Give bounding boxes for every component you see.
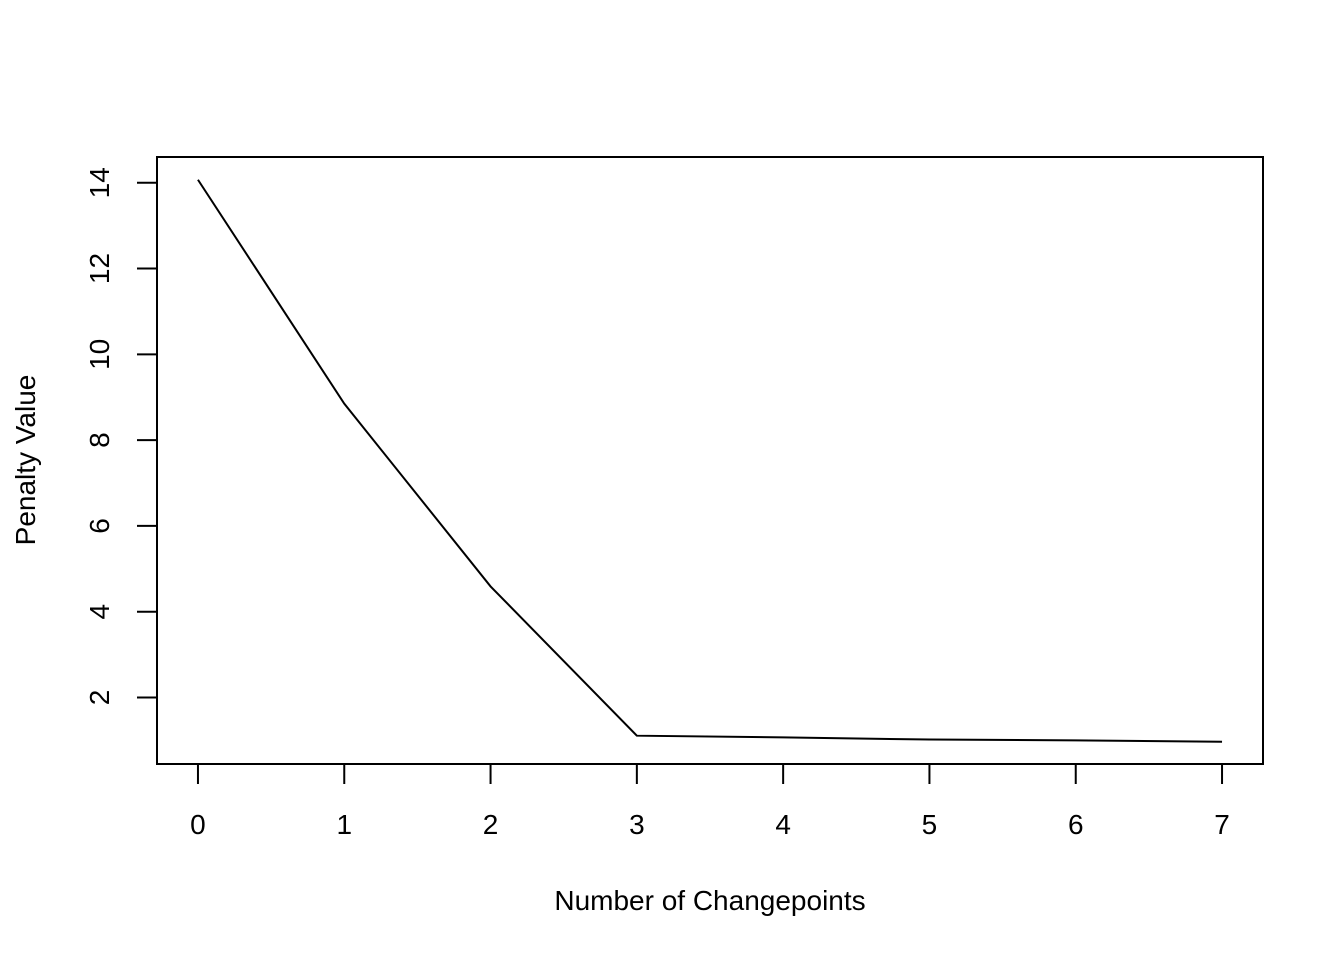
y-tick-label: 10 [84, 339, 115, 370]
y-tick-label: 12 [84, 253, 115, 284]
plot-box [156, 156, 1264, 765]
line [197, 179, 1223, 743]
y-tick-label: 14 [84, 167, 115, 198]
y-tick-label: 2 [84, 690, 115, 706]
y-axis-label: Penalty Value [10, 375, 41, 546]
x-tick-label: 0 [190, 809, 206, 840]
y-tick-label: 4 [84, 604, 115, 620]
y-tick-label: 8 [84, 432, 115, 448]
x-tick-label: 7 [1214, 809, 1230, 840]
x-tick-label: 5 [922, 809, 938, 840]
x-tick-label: 3 [629, 809, 645, 840]
y-tick-label: 6 [84, 518, 115, 534]
x-axis-label: Number of Changepoints [554, 885, 865, 916]
x-tick-label: 6 [1068, 809, 1084, 840]
x-tick-label: 2 [483, 809, 499, 840]
x-tick-label: 1 [336, 809, 352, 840]
x-tick-label: 4 [775, 809, 791, 840]
